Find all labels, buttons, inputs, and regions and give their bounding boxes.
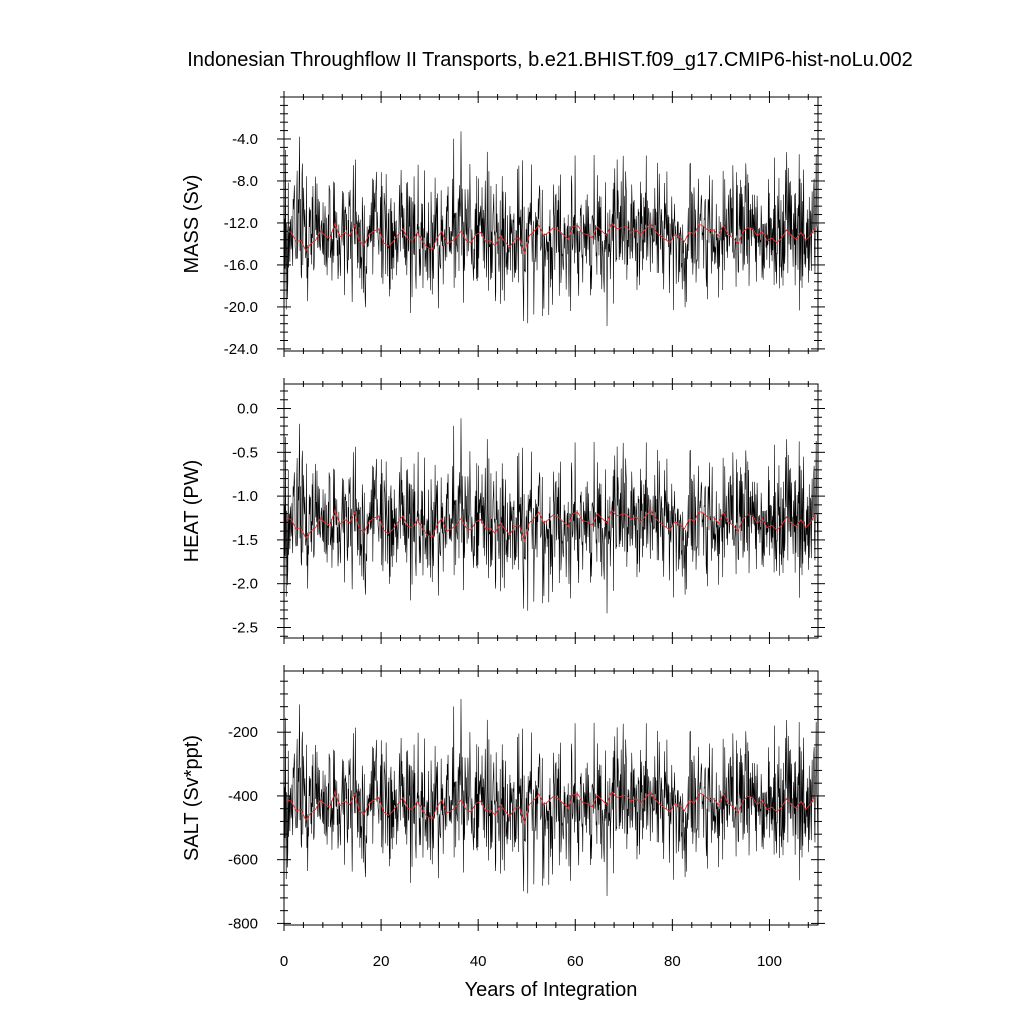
y-tick-label: -12.0 — [224, 215, 258, 232]
y-tick-label: -400 — [228, 788, 258, 805]
y-tick-label: -200 — [228, 724, 258, 741]
plot-frame-mass — [283, 96, 819, 352]
y-tick-label: -800 — [228, 915, 258, 932]
x-axis-title: Years of Integration — [465, 979, 638, 1001]
series-monthly-heat — [284, 418, 818, 614]
chart-title: Indonesian Throughflow II Transports, b.… — [187, 49, 913, 71]
series-annual-mass — [286, 221, 816, 255]
y-tick-label: -16.0 — [224, 257, 258, 274]
y-tick-label: -1.0 — [232, 488, 258, 505]
panel-mass: -4.0 -8.0 -12.0 -16.0 -20.0 -24.0 MASS (Sv) — [181, 91, 825, 358]
x-tick-label: 0 — [280, 953, 288, 970]
y-tick-label: -600 — [228, 852, 258, 869]
plot-frame-salt — [283, 670, 819, 926]
y-axis-title-salt: SALT (Sv*ppt) — [181, 735, 203, 861]
y-tick-label: -8.0 — [232, 173, 258, 190]
series-monthly-mass — [284, 131, 818, 327]
y-tick-label: -1.5 — [232, 532, 258, 549]
series-annual-salt — [286, 790, 816, 825]
x-tick-labels: 0 20 40 60 80 100 — [280, 953, 782, 970]
plot-frame-heat — [283, 383, 819, 639]
y-axis-title-mass: MASS (Sv) — [181, 175, 203, 274]
y-tick-label: 0.0 — [237, 401, 258, 418]
x-tick-label: 80 — [664, 953, 681, 970]
series-annual-heat — [286, 508, 816, 543]
y-tick-label: -2.0 — [232, 576, 258, 593]
panel-salt: -200 -400 -600 -800 SALT (Sv*ppt) — [181, 665, 825, 932]
y-tick-label: -4.0 — [232, 131, 258, 148]
series-monthly-salt — [284, 698, 818, 897]
y-axis-title-heat: HEAT (PW) — [181, 460, 203, 563]
x-tick-label: 20 — [373, 953, 390, 970]
y-tick-label: -24.0 — [224, 341, 258, 358]
x-tick-label: 100 — [757, 953, 782, 970]
y-tick-label: -20.0 — [224, 299, 258, 316]
panel-heat: 0.0 -0.5 -1.0 -1.5 -2.0 -2.5 HEAT (PW) — [181, 378, 825, 644]
y-tick-label: -2.5 — [232, 619, 258, 636]
y-tick-label: -0.5 — [232, 444, 258, 461]
x-tick-label: 40 — [470, 953, 487, 970]
x-tick-label: 60 — [567, 953, 584, 970]
